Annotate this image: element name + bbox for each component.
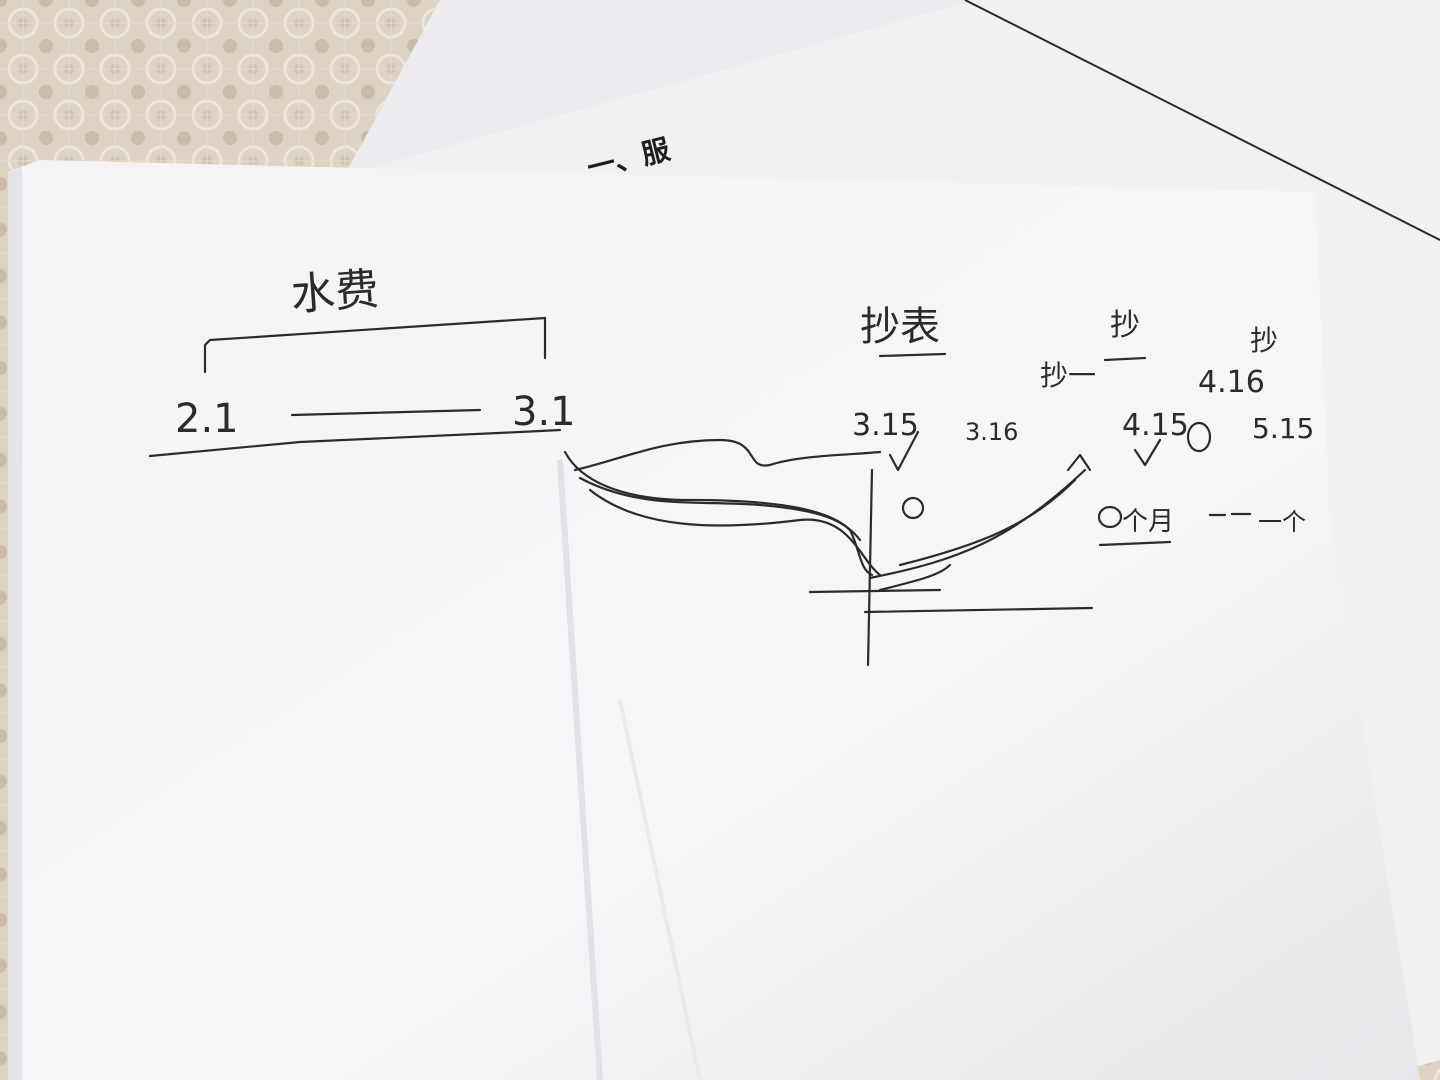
- meter-reading-header-3: 抄: [1250, 324, 1278, 357]
- date-start-label: 2.1: [175, 396, 239, 442]
- note-underline: [1098, 540, 1172, 547]
- date-end-label: 3.1: [512, 389, 576, 435]
- long-underline: [148, 428, 562, 458]
- circle-mark-1: [901, 496, 925, 520]
- one-unit-note: 一个: [1258, 508, 1306, 536]
- axis-cross-line: [808, 588, 942, 594]
- circle-mark-3: [1097, 505, 1123, 529]
- header-underline-2: [1103, 356, 1147, 362]
- dash-marks: [1208, 512, 1252, 517]
- date-label-4-16: 4.16: [1198, 365, 1265, 400]
- bracket-line: [203, 316, 547, 374]
- flow-curve-lower: [588, 488, 882, 577]
- flow-curve-top: [573, 438, 882, 472]
- range-line: [290, 408, 482, 417]
- rise-curve-2: [898, 478, 1077, 567]
- flow-curve-outer: [563, 450, 874, 577]
- rise-curve-1: [868, 468, 1087, 580]
- header-underline-1: [878, 352, 947, 358]
- arrow-down: [1066, 453, 1092, 472]
- check-mark-2: [1133, 438, 1162, 467]
- water-fee-label: 水费: [289, 264, 380, 321]
- check-mark-1: [888, 430, 920, 472]
- date-label-5-15: 5.15: [1252, 412, 1314, 445]
- date-label-3-16: 3.16: [965, 418, 1018, 446]
- meter-reading-header-2: 抄: [1110, 308, 1140, 343]
- meter-reading-header-1: 抄表: [860, 304, 940, 350]
- rise-curve-3: [878, 563, 952, 592]
- date-label-3-15: 3.15: [852, 408, 919, 443]
- date-label-4-15: 4.15: [1122, 408, 1189, 443]
- month-note: 个月: [1122, 507, 1174, 537]
- flow-curve-inner: [578, 476, 862, 542]
- axis-vertical: [866, 468, 874, 667]
- axis-horizontal: [863, 606, 1094, 614]
- reading-label-note: 抄一: [1040, 359, 1096, 392]
- circle-mark-2: [1186, 421, 1212, 453]
